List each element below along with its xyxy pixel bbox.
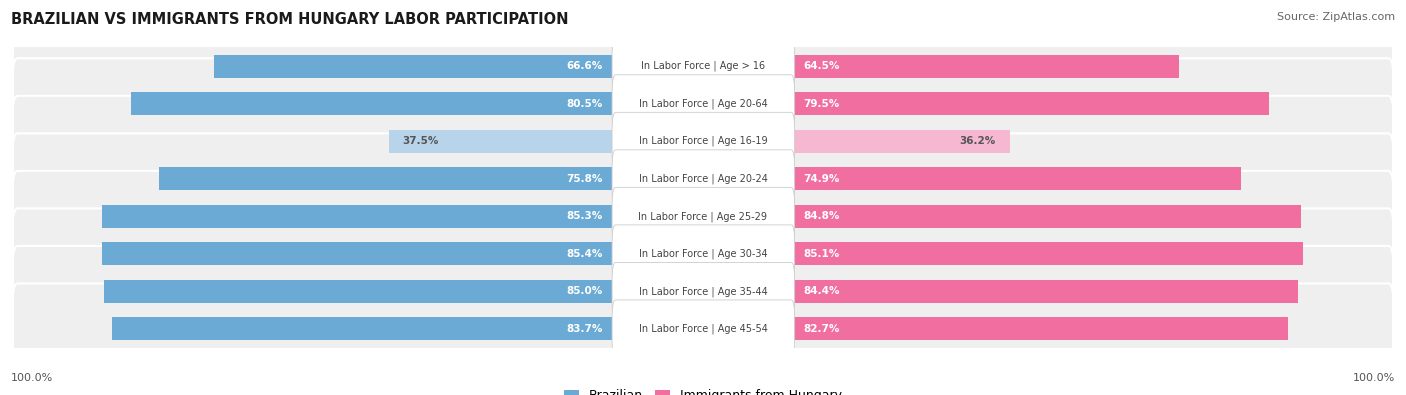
Bar [131, 92, 613, 115]
FancyBboxPatch shape [13, 134, 1393, 224]
Bar [793, 167, 1241, 190]
Text: 74.9%: 74.9% [803, 174, 839, 184]
Bar [159, 167, 613, 190]
Text: 100.0%: 100.0% [1353, 373, 1395, 383]
FancyBboxPatch shape [612, 37, 794, 95]
FancyBboxPatch shape [612, 112, 794, 170]
Text: 83.7%: 83.7% [567, 324, 603, 334]
FancyBboxPatch shape [13, 171, 1393, 261]
Text: 36.2%: 36.2% [959, 136, 995, 146]
Text: 85.0%: 85.0% [567, 286, 603, 296]
Text: 64.5%: 64.5% [803, 61, 839, 71]
Text: 85.4%: 85.4% [567, 249, 603, 259]
Text: 80.5%: 80.5% [567, 99, 603, 109]
Bar [793, 205, 1301, 228]
Text: In Labor Force | Age > 16: In Labor Force | Age > 16 [641, 61, 765, 71]
Text: 37.5%: 37.5% [402, 136, 439, 146]
Bar [793, 280, 1298, 303]
Text: 84.4%: 84.4% [803, 286, 839, 296]
Text: In Labor Force | Age 30-34: In Labor Force | Age 30-34 [638, 248, 768, 259]
Bar [793, 317, 1288, 340]
FancyBboxPatch shape [612, 187, 794, 245]
Text: In Labor Force | Age 20-24: In Labor Force | Age 20-24 [638, 173, 768, 184]
FancyBboxPatch shape [13, 58, 1393, 149]
Text: 79.5%: 79.5% [803, 99, 839, 109]
Bar [793, 242, 1302, 265]
Legend: Brazilian, Immigrants from Hungary: Brazilian, Immigrants from Hungary [558, 384, 848, 395]
Text: 100.0%: 100.0% [11, 373, 53, 383]
Text: In Labor Force | Age 16-19: In Labor Force | Age 16-19 [638, 136, 768, 147]
Bar [793, 92, 1270, 115]
Bar [388, 130, 613, 153]
Text: In Labor Force | Age 20-64: In Labor Force | Age 20-64 [638, 98, 768, 109]
FancyBboxPatch shape [13, 284, 1393, 374]
Bar [111, 317, 613, 340]
Bar [793, 130, 1010, 153]
Bar [104, 280, 613, 303]
Bar [793, 55, 1180, 78]
Text: 85.1%: 85.1% [803, 249, 839, 259]
FancyBboxPatch shape [612, 225, 794, 283]
FancyBboxPatch shape [13, 209, 1393, 299]
Text: In Labor Force | Age 25-29: In Labor Force | Age 25-29 [638, 211, 768, 222]
Bar [103, 205, 613, 228]
FancyBboxPatch shape [612, 75, 794, 133]
Text: 75.8%: 75.8% [567, 174, 603, 184]
FancyBboxPatch shape [13, 21, 1393, 111]
Text: BRAZILIAN VS IMMIGRANTS FROM HUNGARY LABOR PARTICIPATION: BRAZILIAN VS IMMIGRANTS FROM HUNGARY LAB… [11, 12, 569, 27]
Bar [214, 55, 613, 78]
FancyBboxPatch shape [612, 300, 794, 358]
Text: In Labor Force | Age 45-54: In Labor Force | Age 45-54 [638, 324, 768, 334]
Text: 84.8%: 84.8% [803, 211, 839, 221]
FancyBboxPatch shape [612, 262, 794, 320]
Text: In Labor Force | Age 35-44: In Labor Force | Age 35-44 [638, 286, 768, 297]
FancyBboxPatch shape [612, 150, 794, 208]
Text: 66.6%: 66.6% [567, 61, 603, 71]
Text: 85.3%: 85.3% [567, 211, 603, 221]
FancyBboxPatch shape [13, 246, 1393, 337]
FancyBboxPatch shape [13, 96, 1393, 186]
Bar [101, 242, 613, 265]
Text: Source: ZipAtlas.com: Source: ZipAtlas.com [1277, 12, 1395, 22]
Text: 82.7%: 82.7% [803, 324, 839, 334]
